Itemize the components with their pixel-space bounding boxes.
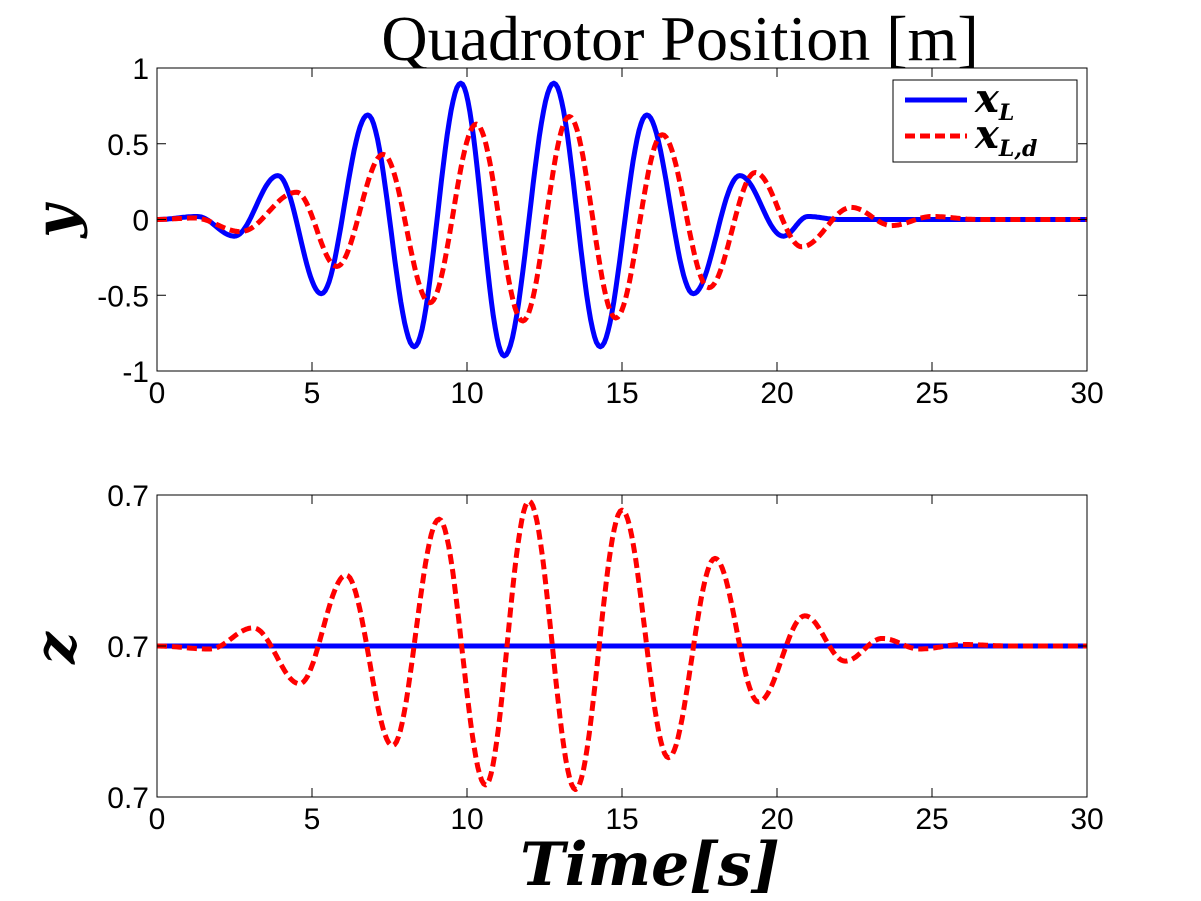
x-tick-label: 10: [450, 377, 483, 410]
legend-label-sub: L: [998, 100, 1014, 126]
y-axis-label: y: [23, 202, 89, 240]
legend-label-sub: L,d: [998, 136, 1038, 162]
legend-label-main: x: [974, 75, 1000, 122]
y-tick-label: 1: [132, 53, 149, 86]
y-tick-label: 0: [132, 205, 149, 238]
x-tick-label: 25: [915, 377, 948, 410]
y-tick-label: 0.7: [107, 480, 149, 513]
y-tick-label: 0.7: [107, 782, 149, 815]
figure-title: Quadrotor Position [m]: [381, 3, 978, 74]
y-tick-label: 0.5: [107, 129, 149, 162]
y-axis-label: z: [23, 631, 89, 665]
x-tick-label: 15: [605, 803, 638, 836]
x-tick-label: 5: [304, 377, 321, 410]
series-line-desired: [157, 498, 1087, 792]
x-tick-label: 30: [1070, 377, 1103, 410]
x-tick-label: 25: [915, 803, 948, 836]
y-tick-label: -1: [122, 356, 149, 389]
subplot-z: 0 5 10 15 20 25 30 0.7 0.7 0.7 z Time[s]: [23, 480, 1104, 900]
x-tick-label: 10: [450, 803, 483, 836]
x-tick-label: 0: [149, 377, 166, 410]
x-tick-label: 20: [760, 803, 793, 836]
x-axis-label: Time[s]: [520, 830, 780, 900]
y-tick-label: -0.5: [97, 280, 149, 313]
x-tick-label: 30: [1070, 803, 1103, 836]
legend-label: xL,d: [974, 111, 1037, 162]
legend-label-main: x: [974, 111, 1000, 158]
x-tick-label: 15: [605, 377, 638, 410]
y-tick-label: 0.7: [107, 631, 149, 664]
legend-box: [892, 79, 1078, 163]
x-tick-label: 20: [760, 377, 793, 410]
x-tick-label: 0: [149, 803, 166, 836]
series-line-desired: [157, 114, 1087, 324]
x-tick-label: 5: [304, 803, 321, 836]
legend-label: xL: [974, 75, 1014, 126]
